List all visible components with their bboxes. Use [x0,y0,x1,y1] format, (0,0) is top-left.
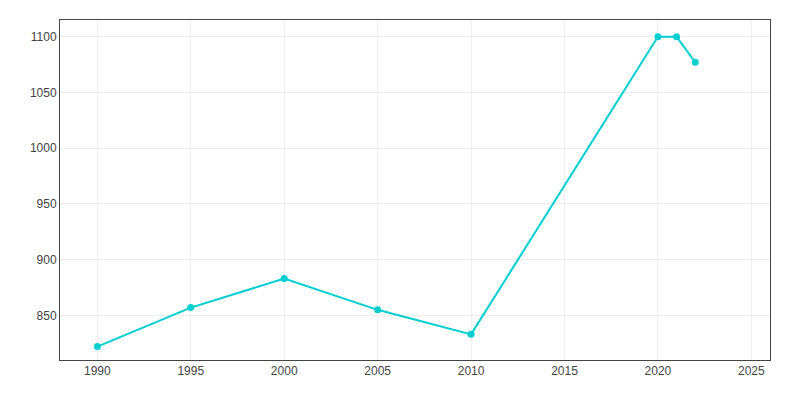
svg-text:1990: 1990 [84,364,111,378]
svg-text:2025: 2025 [738,364,765,378]
svg-text:1050: 1050 [30,86,57,100]
svg-text:900: 900 [37,253,57,267]
svg-text:950: 950 [37,197,57,211]
svg-text:2010: 2010 [458,364,485,378]
svg-text:1000: 1000 [30,141,57,155]
svg-text:2000: 2000 [271,364,298,378]
svg-text:2015: 2015 [551,364,578,378]
svg-text:850: 850 [37,309,57,323]
svg-text:1100: 1100 [31,30,57,44]
svg-text:2005: 2005 [364,364,391,378]
svg-text:2020: 2020 [645,364,672,378]
svg-text:1995: 1995 [177,364,204,378]
